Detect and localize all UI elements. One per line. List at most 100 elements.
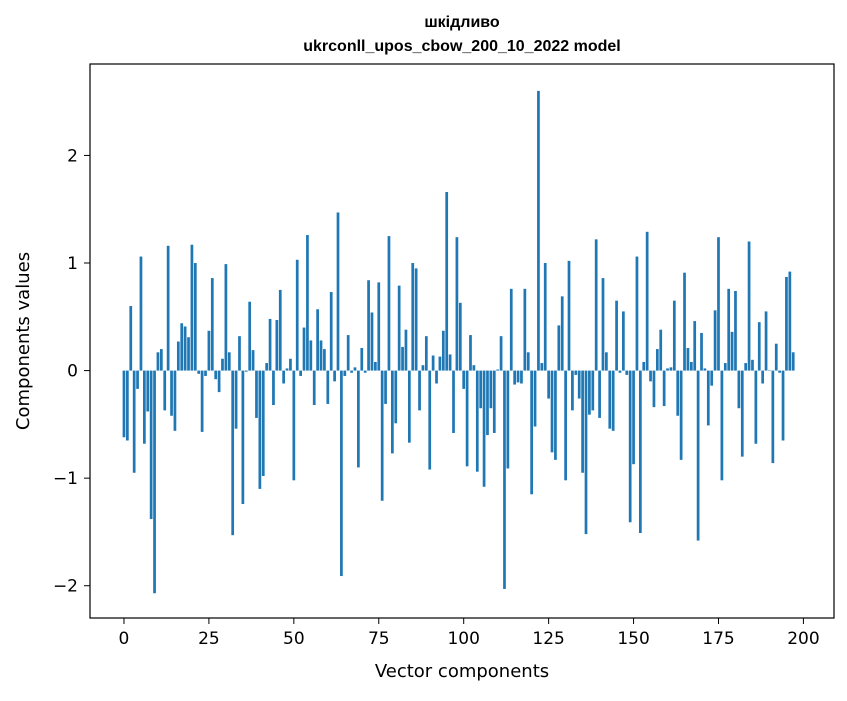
bar-33 — [234, 370, 238, 429]
x-tick-label: 0 — [119, 629, 130, 649]
bar-160 — [666, 368, 669, 371]
bar-167 — [689, 361, 693, 371]
bar-152 — [639, 370, 642, 534]
bar-6 — [143, 370, 146, 444]
bar-156 — [652, 370, 656, 408]
bar-196 — [788, 271, 792, 371]
bar-60 — [326, 370, 330, 404]
x-tick-label: 175 — [702, 629, 734, 649]
bar-101 — [465, 370, 469, 467]
bar-13 — [166, 245, 170, 371]
bar-197 — [791, 352, 795, 371]
bar-177 — [723, 363, 727, 371]
bar-146 — [618, 370, 622, 373]
bar-96 — [448, 354, 452, 371]
bar-53 — [302, 327, 306, 371]
bar-120 — [530, 370, 533, 495]
bar-64 — [340, 370, 343, 577]
bar-129 — [560, 296, 564, 371]
bar-17 — [180, 323, 184, 371]
bar-52 — [299, 370, 302, 376]
bar-148 — [625, 370, 629, 375]
bar-159 — [662, 370, 666, 407]
bar-115 — [513, 370, 517, 385]
bar-81 — [397, 285, 401, 371]
bar-28 — [217, 370, 221, 393]
bar-80 — [394, 370, 398, 424]
bar-189 — [764, 311, 768, 371]
bar-16 — [176, 341, 180, 371]
bar-11 — [159, 349, 163, 371]
bar-76 — [380, 370, 384, 501]
bar-9 — [153, 370, 156, 594]
bar-187 — [757, 322, 761, 371]
bar-93 — [438, 356, 442, 371]
bar-182 — [740, 370, 744, 457]
bar-186 — [754, 370, 758, 444]
bar-15 — [173, 370, 177, 431]
bar-99 — [458, 302, 462, 371]
bar-162 — [672, 300, 676, 371]
bar-155 — [649, 370, 652, 382]
bar-168 — [693, 321, 697, 371]
bar-26 — [210, 278, 214, 371]
bar-122 — [537, 90, 540, 371]
bar-66 — [346, 335, 350, 371]
bar-109 — [492, 370, 496, 433]
bar-112 — [503, 370, 506, 589]
bar-103 — [472, 365, 476, 371]
chart-title-line1: шкідливо — [424, 14, 500, 31]
bar-111 — [499, 336, 503, 371]
bar-62 — [333, 370, 336, 382]
bar-151 — [635, 256, 639, 371]
bar-55 — [309, 340, 313, 371]
bar-36 — [244, 370, 248, 372]
bar-37 — [248, 301, 252, 371]
bar-150 — [632, 370, 635, 465]
y-tick-label: −1 — [53, 469, 78, 489]
bar-82 — [401, 346, 404, 371]
bar-91 — [431, 355, 435, 371]
bar-83 — [404, 329, 408, 371]
bar-86 — [414, 268, 418, 371]
bar-108 — [489, 370, 493, 409]
bar-58 — [319, 340, 323, 371]
bar-75 — [377, 282, 381, 371]
bar-39 — [255, 370, 258, 418]
bar-169 — [696, 370, 700, 541]
bar-179 — [730, 331, 734, 371]
bar-31 — [227, 352, 231, 371]
bar-141 — [601, 278, 605, 371]
bar-157 — [655, 349, 659, 371]
bar-43 — [268, 318, 272, 371]
bar-74 — [374, 361, 377, 371]
x-axis-label: Vector components — [375, 661, 549, 682]
bar-18 — [183, 326, 187, 371]
bar-147 — [622, 311, 625, 371]
bar-21 — [193, 263, 197, 371]
bar-139 — [594, 239, 598, 371]
bar-67 — [350, 370, 353, 373]
x-tick-label: 25 — [198, 629, 220, 649]
bar-0 — [122, 370, 126, 438]
bar-12 — [163, 370, 167, 411]
y-tick-label: 1 — [67, 254, 78, 274]
bar-137 — [588, 370, 591, 415]
bar-78 — [387, 236, 391, 371]
bar-29 — [221, 358, 224, 371]
bar-175 — [717, 237, 720, 371]
chart-title-line2: ukrconll_upos_cbow_200_10_2022 model — [303, 38, 620, 55]
bar-40 — [258, 370, 262, 489]
bar-192 — [774, 343, 778, 371]
bar-7 — [146, 370, 150, 412]
y-axis-ticks: −2 −1 0 1 2 — [53, 146, 90, 597]
y-tick-label: 2 — [67, 146, 78, 166]
bar-134 — [577, 370, 581, 399]
bar-97 — [452, 370, 455, 433]
x-tick-label: 150 — [617, 629, 649, 649]
x-tick-label: 100 — [447, 629, 479, 649]
bar-47 — [282, 370, 285, 384]
bar-10 — [156, 352, 160, 371]
